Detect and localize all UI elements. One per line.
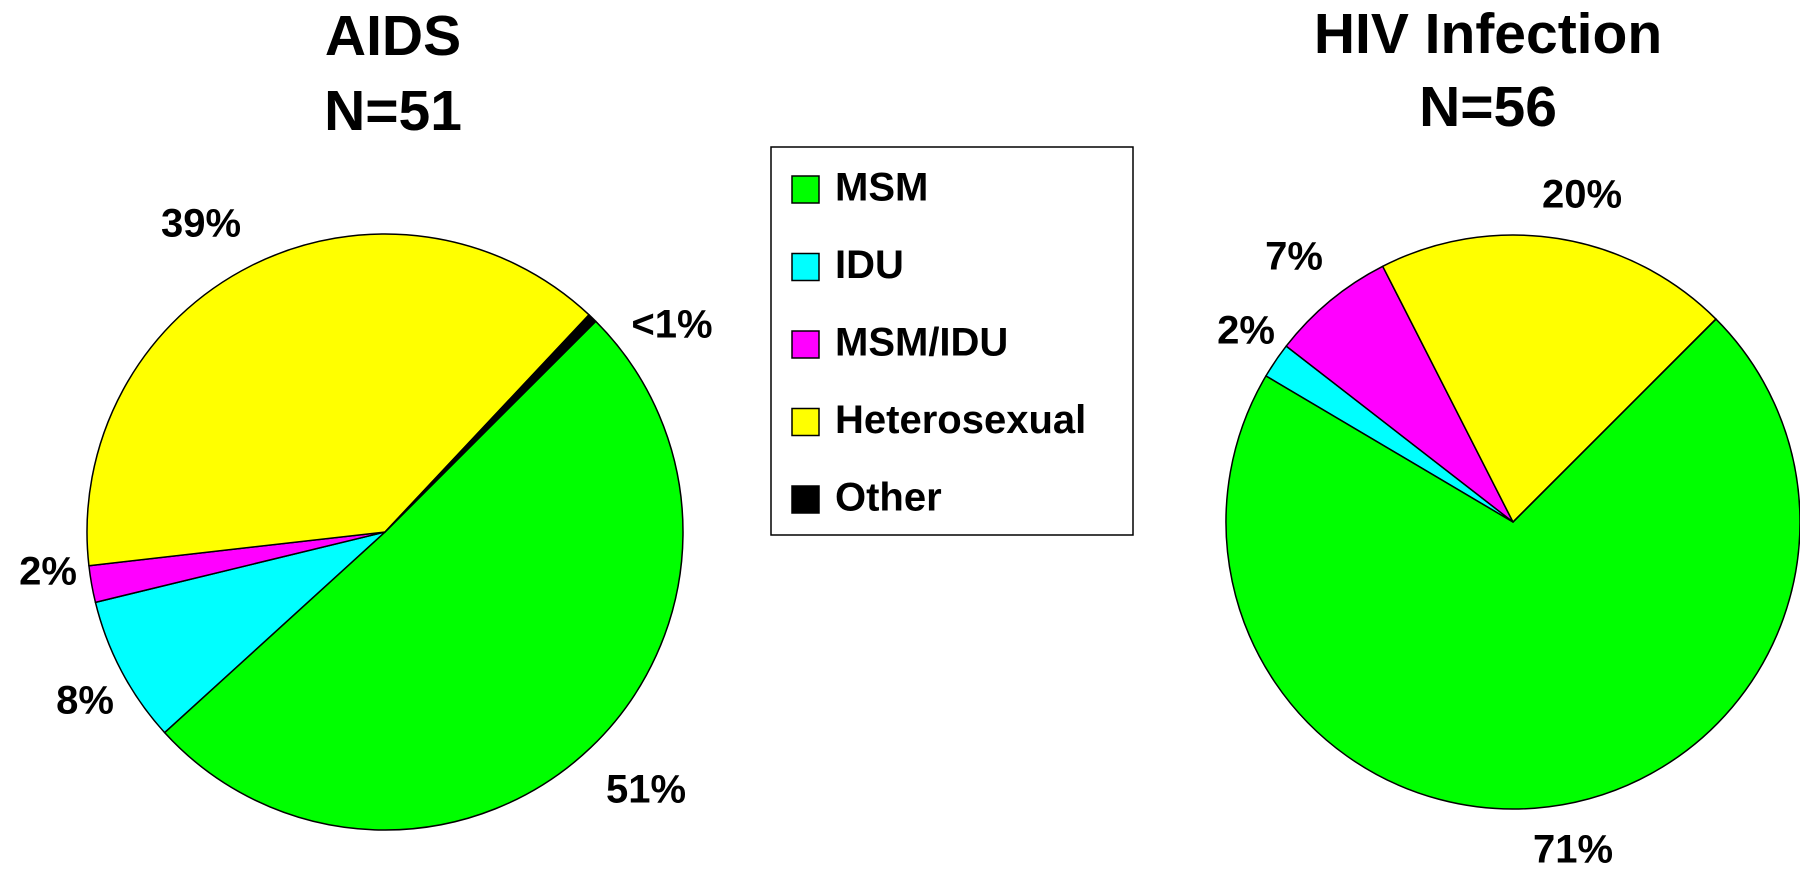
pie-slice (94, 531, 386, 734)
pie-slice (1512, 318, 1717, 523)
pie-slice (384, 314, 597, 533)
pie-slice (1225, 318, 1800, 810)
data-label: 2% (19, 550, 77, 594)
chart-title: AIDS (325, 4, 461, 68)
legend-box (770, 146, 1134, 536)
data-label: 39% (161, 202, 241, 246)
legend-swatch (791, 175, 820, 204)
data-label: 51% (606, 768, 686, 812)
data-label: <1% (631, 303, 712, 347)
pie-slice (1381, 234, 1717, 523)
pie-slice (86, 233, 590, 567)
legend-label: MSM (835, 166, 928, 210)
legend-swatch (791, 252, 820, 282)
data-label: 8% (56, 679, 114, 723)
data-label: 7% (1265, 235, 1323, 279)
legend-label: IDU (835, 243, 904, 287)
chart-title: HIV Infection (1314, 2, 1662, 66)
legend-swatch (791, 330, 820, 359)
legend-label: Other (835, 476, 942, 520)
legend-swatch (791, 485, 820, 514)
legend-label: MSM/IDU (835, 321, 1008, 365)
data-label: 2% (1217, 309, 1275, 353)
chart-subtitle: N=56 (1419, 75, 1557, 139)
chart-subtitle: N=51 (324, 79, 462, 143)
legend-label: Heterosexual (835, 398, 1086, 442)
pie-slice (163, 320, 684, 831)
pie-slice (1285, 265, 1514, 523)
legend-swatch (791, 407, 820, 437)
data-label: 20% (1542, 173, 1622, 217)
data-label: 71% (1533, 828, 1613, 872)
